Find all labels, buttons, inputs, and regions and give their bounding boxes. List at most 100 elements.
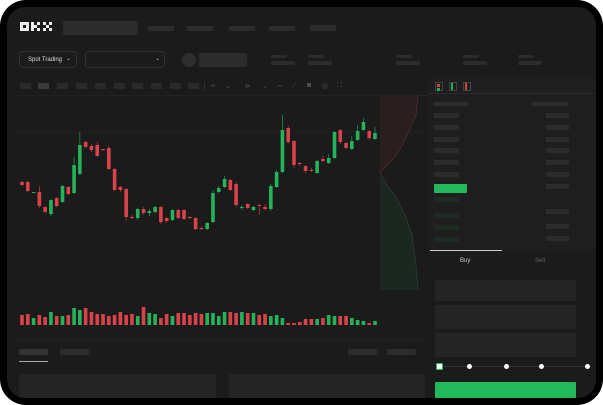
- camera-icon[interactable]: ◙: [307, 82, 312, 89]
- ask-amount: [546, 148, 569, 153]
- book-bids-icon[interactable]: [449, 82, 457, 91]
- volume-bar: [216, 316, 221, 325]
- ask-amount: [546, 172, 569, 177]
- stat-value: [463, 61, 487, 65]
- candle-body: [269, 186, 273, 209]
- volume-bar: [350, 318, 354, 325]
- search-bar[interactable]: [63, 21, 138, 35]
- candlestick-chart[interactable]: [7, 7, 428, 337]
- candle-body: [292, 141, 296, 165]
- fullscreen-icon[interactable]: ⛶: [337, 82, 342, 89]
- stat-value: [308, 61, 332, 65]
- candle: [182, 209, 186, 220]
- candle-body: [274, 172, 279, 187]
- candle: [89, 144, 94, 152]
- candle: [20, 181, 24, 186]
- ruler-icon[interactable]: ⟋: [292, 82, 297, 89]
- candle-body: [257, 205, 262, 206]
- volume-bar: [54, 316, 59, 325]
- slider-handle[interactable]: [436, 363, 443, 370]
- timeframe-button[interactable]: [151, 83, 162, 89]
- candle: [66, 186, 71, 195]
- book-asks-icon[interactable]: [463, 82, 471, 91]
- chevron-down-icon[interactable]: ⌄: [225, 83, 231, 90]
- filter-button[interactable]: [387, 349, 416, 355]
- timeframe-button[interactable]: [38, 83, 49, 89]
- ask-amount: [546, 113, 569, 118]
- timeframe-button[interactable]: [76, 83, 87, 89]
- nav-item[interactable]: [187, 26, 213, 31]
- amount-input[interactable]: [435, 305, 576, 329]
- candle: [286, 126, 290, 144]
- pair-select[interactable]: ⌄: [85, 51, 165, 68]
- tab-open-orders[interactable]: [19, 349, 48, 355]
- timeframe-button[interactable]: [95, 83, 106, 89]
- timeframe-button[interactable]: [20, 83, 31, 89]
- candle-body: [332, 132, 337, 158]
- tab-order-history[interactable]: [60, 349, 89, 355]
- slider-mark-50[interactable]: [504, 364, 509, 369]
- market-type-select[interactable]: Spot Trading ⌄: [19, 51, 77, 68]
- candle: [326, 154, 331, 164]
- nav-item[interactable]: [310, 25, 336, 31]
- ask-amount: [546, 160, 569, 165]
- filter-button[interactable]: [348, 349, 377, 355]
- settings-icon[interactable]: ◎: [322, 83, 329, 90]
- timeframe-button[interactable]: [57, 83, 68, 89]
- candle-body: [234, 184, 238, 205]
- chart-type-icon[interactable]: ⊳: [245, 83, 251, 90]
- amount-slider[interactable]: [439, 366, 587, 367]
- volume-bar: [245, 313, 250, 325]
- buy-submit-button[interactable]: [435, 382, 576, 398]
- candle: [350, 136, 354, 150]
- candle: [228, 179, 233, 191]
- price-input[interactable]: [435, 280, 576, 301]
- candle: [292, 140, 296, 168]
- tab-sell[interactable]: Sell: [535, 258, 546, 264]
- candle-body: [130, 217, 134, 218]
- line-tool-icon[interactable]: ∼: [277, 83, 283, 90]
- bid-amount: [546, 236, 569, 241]
- candle: [269, 184, 273, 211]
- volume-bar: [153, 314, 157, 325]
- nav-item[interactable]: [229, 26, 255, 31]
- candle: [159, 206, 163, 224]
- book-header-amount: [532, 102, 568, 106]
- stat-label: [308, 55, 324, 58]
- candle: [164, 217, 169, 223]
- nav-item[interactable]: [148, 26, 174, 31]
- volume-bar: [280, 318, 285, 325]
- indicator-icon[interactable]: ⩫: [210, 83, 216, 90]
- chevron-down-icon[interactable]: ⌄: [262, 83, 268, 90]
- candle-body: [211, 193, 215, 222]
- timeframe-button[interactable]: [170, 83, 181, 89]
- book-both-icon[interactable]: [435, 82, 443, 91]
- timeframe-button[interactable]: [188, 83, 199, 89]
- okx-logo: [20, 22, 52, 31]
- candle-body: [118, 187, 123, 190]
- slider-mark-75[interactable]: [539, 364, 544, 369]
- slider-mark-100[interactable]: [585, 364, 590, 369]
- volume-bar: [118, 312, 123, 325]
- volume-bar: [101, 314, 105, 325]
- volume-bar: [222, 312, 227, 325]
- nav-item[interactable]: [269, 26, 295, 31]
- volume-bar: [176, 313, 181, 325]
- candle-body: [107, 148, 111, 169]
- divider: [204, 82, 205, 91]
- volume-bar: [315, 319, 319, 325]
- candle-body: [309, 170, 314, 171]
- volume-bar: [66, 315, 71, 325]
- bid-price: [434, 197, 459, 202]
- slider-mark-25[interactable]: [467, 364, 472, 369]
- timeframe-button[interactable]: [114, 83, 125, 89]
- divider: [428, 93, 596, 94]
- timeframe-button[interactable]: [132, 83, 143, 89]
- stat-value: [518, 61, 542, 65]
- chevron-down-icon: ⌄: [66, 56, 72, 62]
- volume-bar: [263, 314, 267, 325]
- total-input[interactable]: [435, 333, 576, 357]
- candle: [60, 185, 65, 203]
- tab-buy[interactable]: Buy: [460, 258, 471, 264]
- candle-body: [95, 145, 100, 156]
